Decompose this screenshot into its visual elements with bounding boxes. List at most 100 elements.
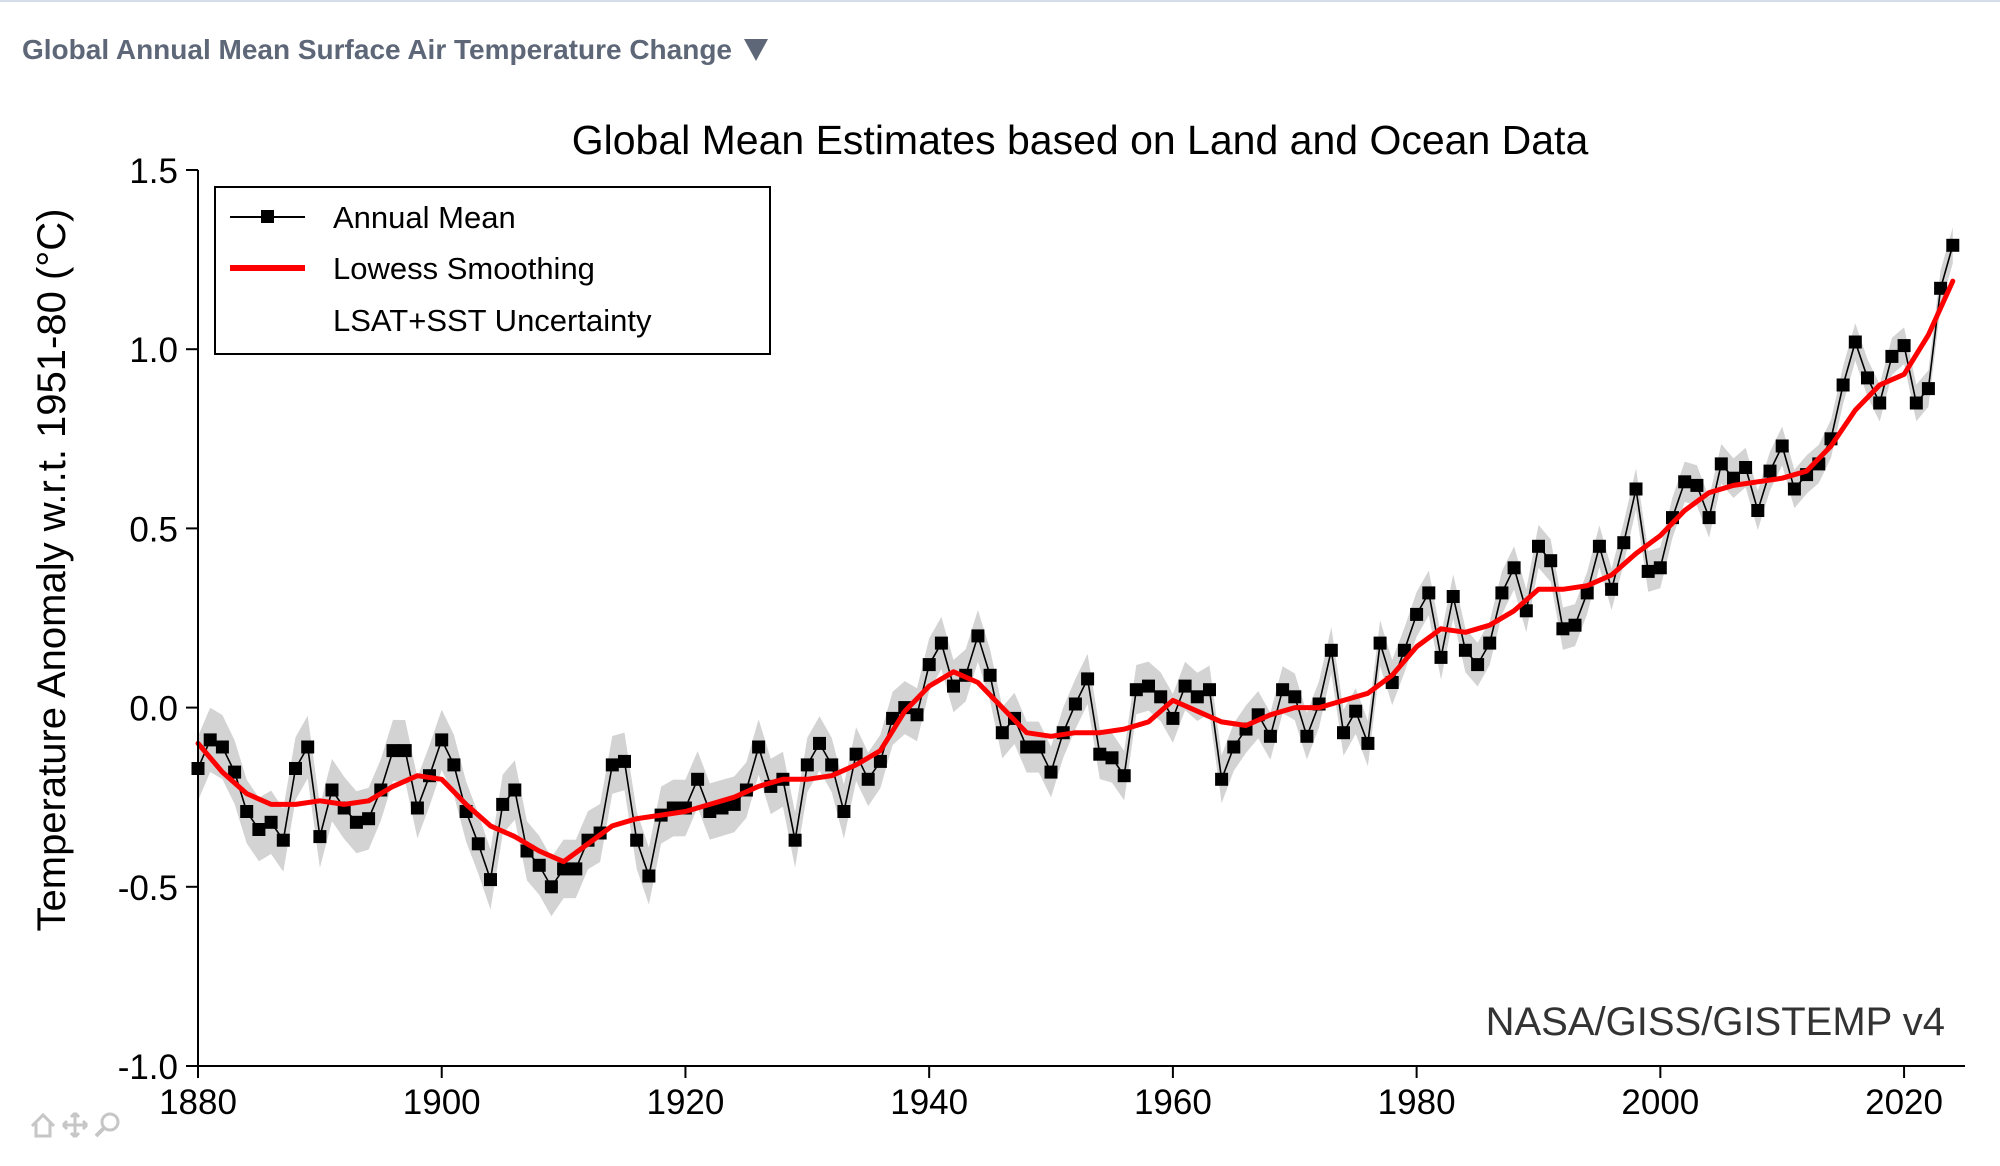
x-tick-label: 1960 [1134,1083,1212,1122]
annual-mean-point [849,747,863,761]
annual-mean-point [1775,439,1789,453]
legend-annual-label: Annual Mean [333,200,516,235]
annual-mean-point [484,873,497,887]
annual-mean-point [1495,586,1509,600]
home-icon[interactable] [28,1110,58,1140]
annual-mean-point [1190,690,1204,704]
annual-mean-point [1117,769,1131,783]
annual-mean-point [1714,457,1728,471]
annual-mean-point [691,772,705,786]
annual-mean-point [1458,643,1472,657]
uncertainty-band-layer [198,227,1953,917]
annual-mean-point [447,758,461,772]
annual-mean-point [1897,339,1911,353]
annual-mean-point [983,668,997,682]
annual-mean-point [1020,740,1034,754]
annual-mean-point [1873,396,1887,410]
x-tick-label: 2020 [1865,1083,1943,1122]
legend-box [214,186,771,355]
annual-mean-point [1848,335,1862,349]
annual-mean-point [1154,690,1168,704]
annual-mean-point [995,726,1009,740]
annual-mean-point [934,636,948,650]
annual-mean-point [301,740,315,754]
legend-annual-marker [261,210,274,223]
annual-mean-point [1203,683,1216,697]
annual-mean-point [813,736,826,750]
annual-mean-point [1410,607,1424,621]
annual-mean-point [264,815,278,829]
annual-mean-point [910,708,924,722]
annual-mean-layer [191,238,1960,894]
annual-mean-point [1751,504,1765,517]
annual-mean-point [1178,679,1192,693]
annual-mean-point [203,733,217,747]
annual-mean-point [1105,751,1119,765]
x-tick-label: 1880 [159,1083,237,1122]
annual-mean-point [1373,636,1387,650]
annual-mean-point [873,754,887,768]
y-tick-label: 0.5 [129,510,178,549]
annual-mean-point [313,830,327,844]
annual-mean-point [1068,697,1082,711]
section-toggle[interactable]: Global Annual Mean Surface Air Temperatu… [22,30,768,70]
annual-mean-point [1446,590,1460,603]
annual-mean-point [605,758,619,772]
annual-mean-point [1288,690,1302,704]
annual-mean-point [1215,772,1229,786]
annual-mean-point [1532,539,1545,553]
annual-mean-point [215,740,229,754]
annual-mean-point [1605,582,1619,596]
annual-mean-point [508,783,522,797]
annual-mean-point [1032,740,1046,754]
annual-mean-point [532,858,546,872]
annual-mean-point [1617,536,1631,550]
lowess-smoothing-line [195,278,1956,865]
uncertainty-band [198,227,1953,917]
annual-mean-point [252,823,266,836]
annual-mean-point [1093,747,1107,761]
annual-mean-point [1921,382,1935,396]
annual-mean-point [1861,371,1874,385]
annual-mean-point [435,733,449,747]
pan-icon[interactable] [60,1110,90,1140]
annual-mean-point [1727,471,1740,485]
annual-mean-point [703,805,717,818]
section-title: Global Annual Mean Surface Air Temperatu… [22,34,732,65]
annual-mean-point [349,815,363,829]
annual-mean-point [276,833,290,847]
annual-mean-point [1641,564,1655,578]
x-tick-label: 1900 [403,1083,481,1122]
triangle-down-icon[interactable] [744,39,768,61]
annual-mean-point [1166,711,1180,725]
annual-mean-point [1690,478,1704,492]
annual-mean-point [1324,643,1338,657]
annual-mean-point [1483,636,1497,650]
annual-mean-point [1434,650,1448,664]
annual-mean-point [971,629,985,643]
annual-mean-point [1678,475,1692,489]
annual-mean-point [1519,604,1533,618]
annual-mean-point [1361,736,1375,750]
annual-mean-point [362,812,376,826]
annual-mean-point [410,801,424,815]
annual-mean-point [1739,461,1753,474]
annual-mean-point [947,679,960,693]
y-tick-label: -1.0 [118,1048,178,1087]
annual-mean-point [1422,586,1436,600]
legend: Annual Mean Lowess Smoothing LSAT+SST Un… [214,186,771,355]
annual-mean-point [1909,396,1923,410]
y-tick-label: 0.0 [129,690,178,729]
annual-mean-point [1263,729,1277,743]
annual-mean-point [1544,554,1558,568]
annual-mean-point [922,658,936,672]
x-tick-label: 1940 [890,1083,968,1122]
x-tick-label: 1920 [647,1083,725,1122]
annual-mean-point [1653,561,1667,575]
legend-lowess-label: Lowess Smoothing [333,251,595,286]
annual-mean-point [1836,378,1850,392]
annual-mean-point [1507,561,1521,575]
zoom-icon[interactable] [92,1110,122,1140]
annual-mean-point [1787,482,1801,496]
